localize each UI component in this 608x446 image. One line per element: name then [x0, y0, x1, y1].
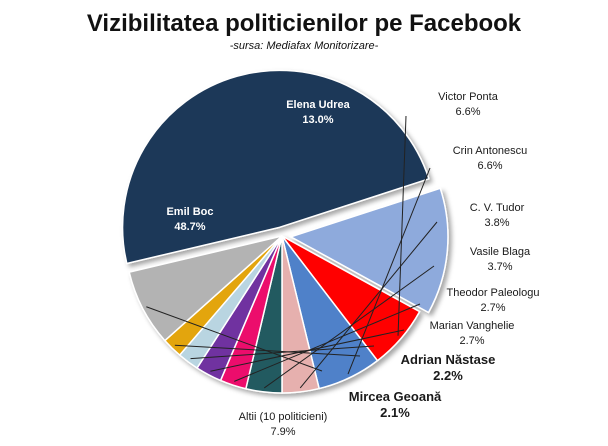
slice-value-2: 6.6%	[477, 160, 502, 172]
leader-line-9	[146, 306, 323, 372]
leader-line-3	[299, 221, 438, 389]
pie-slice-0	[289, 187, 449, 314]
slice-label-6: Marian Vanghelie	[430, 320, 515, 332]
leader-line-4	[263, 265, 435, 389]
slice-value-10: 48.7%	[174, 221, 205, 233]
slice-value-7: 2.2%	[433, 368, 463, 383]
slice-label-2: Crin Antonescu	[453, 145, 528, 157]
slice-value-0: 13.0%	[302, 114, 333, 126]
slice-value-4: 3.7%	[487, 261, 512, 273]
chart-title: Vizibilitatea politicienilor pe Facebook	[86, 10, 522, 37]
slice-value-8: 2.1%	[380, 405, 410, 420]
leader-line-2	[347, 167, 431, 375]
pie-slice-10	[121, 69, 430, 265]
leader-line-5	[234, 303, 421, 382]
leader-line-1	[397, 115, 407, 336]
slice-label-5: Theodor Paleologu	[447, 287, 540, 299]
slice-label-3: C. V. Tudor	[470, 202, 525, 214]
chart-subtitle: -sursa: Mediafax Monitorizare-	[229, 40, 379, 52]
slice-label-4: Vasile Blaga	[470, 246, 531, 258]
slice-label-1: Victor Ponta	[438, 91, 499, 103]
slice-value-1: 6.6%	[455, 106, 480, 118]
slice-label-7: Adrian Năstase	[401, 352, 496, 367]
slice-label-0: Elena Udrea	[286, 99, 350, 111]
slice-value-6: 2.7%	[459, 335, 484, 347]
slice-value-5: 2.7%	[480, 302, 505, 314]
slice-label-9: Altii (10 politicieni)	[239, 411, 328, 423]
slice-value-9: 7.9%	[270, 426, 295, 438]
leader-line-7	[190, 345, 375, 360]
slice-label-8: Mircea Geoană	[349, 389, 442, 404]
slice-label-10: Emil Boc	[166, 206, 213, 218]
slice-value-3: 3.8%	[484, 217, 509, 229]
